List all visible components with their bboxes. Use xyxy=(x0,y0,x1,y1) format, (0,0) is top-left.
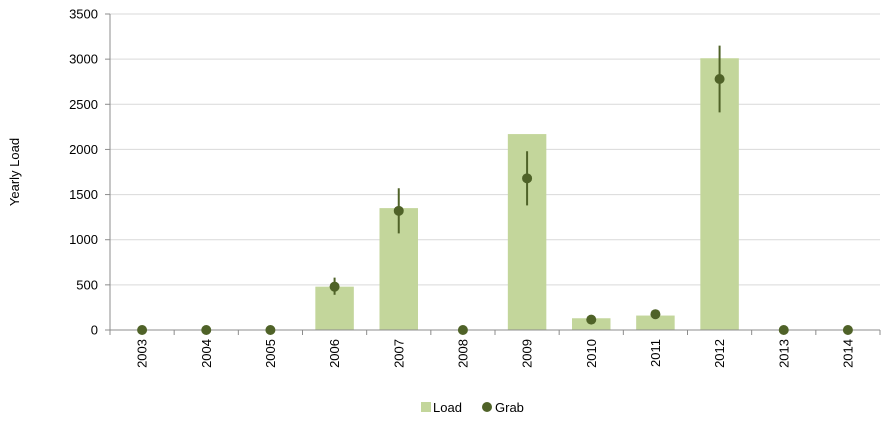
x-tick-label-2012: 2012 xyxy=(712,339,727,368)
x-tick-marks xyxy=(109,330,881,335)
x-tick-label-2005: 2005 xyxy=(263,339,278,368)
gridlines xyxy=(105,13,880,331)
y-tick-label-3000: 3000 xyxy=(69,52,98,67)
point-grab-2007 xyxy=(393,205,404,216)
x-tick-label-2006: 2006 xyxy=(327,339,342,368)
y-tick-labels: 0 500 1000 1500 2000 2500 3000 3500 xyxy=(69,7,98,338)
point-grab-2003 xyxy=(137,325,148,335)
point-grab-2006 xyxy=(329,281,340,292)
x-tick-label-2007: 2007 xyxy=(391,339,406,368)
x-tick-labels: 2003 2004 2005 2006 2007 2008 2009 2010 2011 2012… xyxy=(135,339,856,368)
legend-load-label: Load xyxy=(433,400,462,415)
legend: Load Grab xyxy=(421,400,524,415)
bar-load-2011 xyxy=(636,315,675,330)
legend-load-swatch xyxy=(421,402,431,412)
y-tick-label-3500: 3500 xyxy=(69,7,98,22)
point-grab-2014 xyxy=(842,325,853,335)
axes xyxy=(109,14,880,331)
legend-grab-marker xyxy=(482,402,492,412)
y-tick-label-0: 0 xyxy=(91,323,98,338)
point-grab-2005 xyxy=(265,325,276,335)
point-grab-2004 xyxy=(201,325,212,335)
point-grab-2009 xyxy=(522,173,533,184)
grab-points xyxy=(137,45,853,335)
point-grab-2008 xyxy=(457,325,468,335)
y-tick-label-1500: 1500 xyxy=(69,187,98,202)
point-grab-2011 xyxy=(650,309,661,320)
x-tick-label-2004: 2004 xyxy=(199,339,214,368)
x-tick-label-2010: 2010 xyxy=(584,339,599,368)
y-axis-title: Yearly Load xyxy=(7,138,22,206)
y-tick-label-1000: 1000 xyxy=(69,232,98,247)
point-grab-2013 xyxy=(778,325,789,335)
x-tick-label-2013: 2013 xyxy=(776,339,791,368)
x-tick-label-2009: 2009 xyxy=(520,339,535,368)
load-bars xyxy=(315,58,739,331)
x-tick-label-2011: 2011 xyxy=(648,339,663,367)
legend-grab-label: Grab xyxy=(495,400,524,415)
x-tick-label-2008: 2008 xyxy=(455,339,470,368)
y-tick-label-2000: 2000 xyxy=(69,142,98,157)
y-tick-label-500: 500 xyxy=(76,277,98,292)
point-grab-2012 xyxy=(714,74,725,85)
y-tick-label-2500: 2500 xyxy=(69,97,98,112)
x-tick-label-2003: 2003 xyxy=(135,339,150,368)
point-grab-2010 xyxy=(586,314,597,325)
x-tick-label-2014: 2014 xyxy=(840,339,855,368)
